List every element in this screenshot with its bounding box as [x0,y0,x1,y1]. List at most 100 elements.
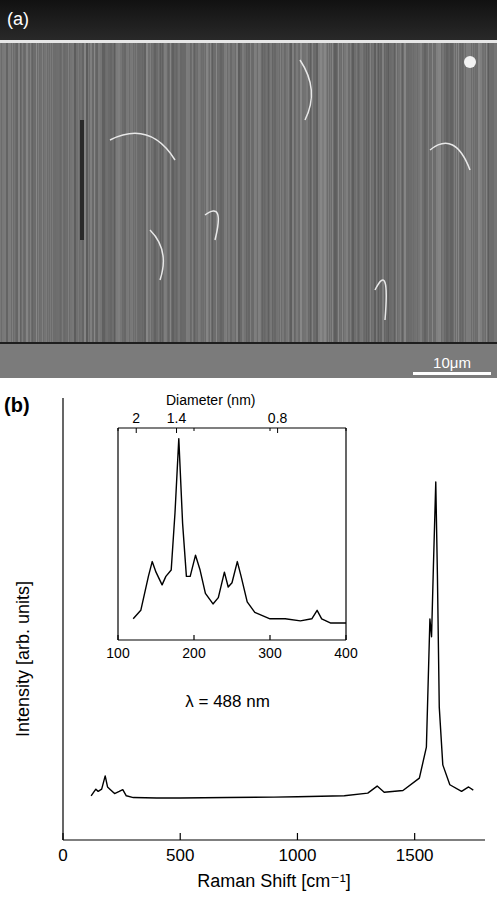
sem-stripe [444,42,445,344]
sem-stripe [176,42,177,344]
sem-stripe [130,42,132,344]
sem-stripe [328,42,329,344]
sem-stripe [294,42,295,344]
sem-background [0,0,497,42]
panel-label: (b) [4,394,30,416]
sem-stripe [424,42,426,344]
sem-stripe [372,42,374,344]
sem-stripe [222,42,224,344]
sem-stripe [242,42,244,344]
sem-stripe [210,42,211,344]
x-tick-label: 300 [258,645,282,661]
sem-stripe [420,42,422,344]
sem-stripe [368,42,369,344]
sem-stripe [340,42,341,344]
x2-axis-title: Diameter (nm) [166,392,255,408]
sem-stripe [278,42,279,344]
sem-stripe [326,42,327,344]
sem-stripe [484,42,485,344]
sem-stripe [274,42,276,344]
sem-stripe [270,42,272,344]
sem-stripe [422,42,423,344]
sem-stripe [426,42,427,344]
sem-stripe [50,42,51,344]
sem-stripe [168,42,169,344]
sem-stripe [172,42,174,344]
sem-stripe [468,42,470,344]
sem-stripe [286,42,288,344]
right-axis [345,428,346,640]
sem-stripe [428,42,429,344]
sem-stripe [482,42,484,344]
sem-stripe [170,42,171,344]
sem-stripe [208,42,209,344]
sem-stripe [224,42,226,344]
sem-stripe [254,42,256,344]
scale-bar-label: 10μm [433,354,471,371]
sem-stripe [454,42,455,344]
x-tick-label: 1000 [279,846,317,865]
sem-stripe [162,42,163,344]
sem-stripe [12,42,13,344]
x2-tick [277,428,278,433]
sem-stripe [374,42,376,344]
sem-stripe [26,42,28,344]
sem-stripe [362,42,363,344]
sem-stripe [298,42,299,344]
sem-stripe [186,42,188,344]
sem-stripe [466,42,468,344]
x-tick-label: 500 [166,846,194,865]
x-tick [269,635,270,640]
sem-stripe [88,42,89,344]
sem-stripe [476,42,477,344]
sem-stripe [448,42,449,344]
sem-stripe [472,42,473,344]
sem-stripe [60,42,61,344]
sem-stripe [74,42,76,344]
sem-stripe [260,42,261,344]
sem-interface [0,342,497,344]
sem-stripe [324,42,326,344]
sem-stripe [34,42,36,344]
sem-stripe [380,42,382,344]
x2-tick-label: 2 [132,410,140,426]
sem-stripe [24,42,25,344]
x-tick-label: 0 [58,846,67,865]
x-axis [118,639,346,640]
data-group [133,439,346,623]
y-axis [117,428,118,640]
sem-stripe [264,42,265,344]
sem-stripe [140,42,141,344]
sem-stripe [404,42,406,344]
sem-stripe [232,42,234,344]
sem-substrate [0,343,497,378]
sem-stripe [330,42,331,344]
x-tick-top [270,428,271,431]
sem-stripe [460,42,461,344]
sem-stripe [16,42,18,344]
sem-stripe [120,42,122,344]
sem-stripe [136,42,137,344]
sem-stripe [218,42,219,344]
sem-stripe [384,42,385,344]
sem-stripe [198,42,200,344]
y-axis [62,398,63,840]
sem-stripe [452,42,453,344]
sem-stripe [442,42,444,344]
y-axis-title: Intensity [arb. units] [13,581,33,737]
sem-stripe [148,42,150,344]
sem-stripe [412,42,413,344]
sem-stripe [98,42,100,344]
sem-stripe [318,42,320,344]
sem-stripe [108,42,110,344]
sem-stripe [124,42,126,344]
sem-stripe [38,42,39,344]
sem-stripe [4,42,6,344]
sem-stripe [370,42,371,344]
sem-stripe [152,42,153,344]
sem-stripe [378,42,379,344]
sem-stripe [490,42,491,344]
sem-image [0,0,497,378]
sem-stripe [416,42,417,344]
sem-stripe [360,42,362,344]
